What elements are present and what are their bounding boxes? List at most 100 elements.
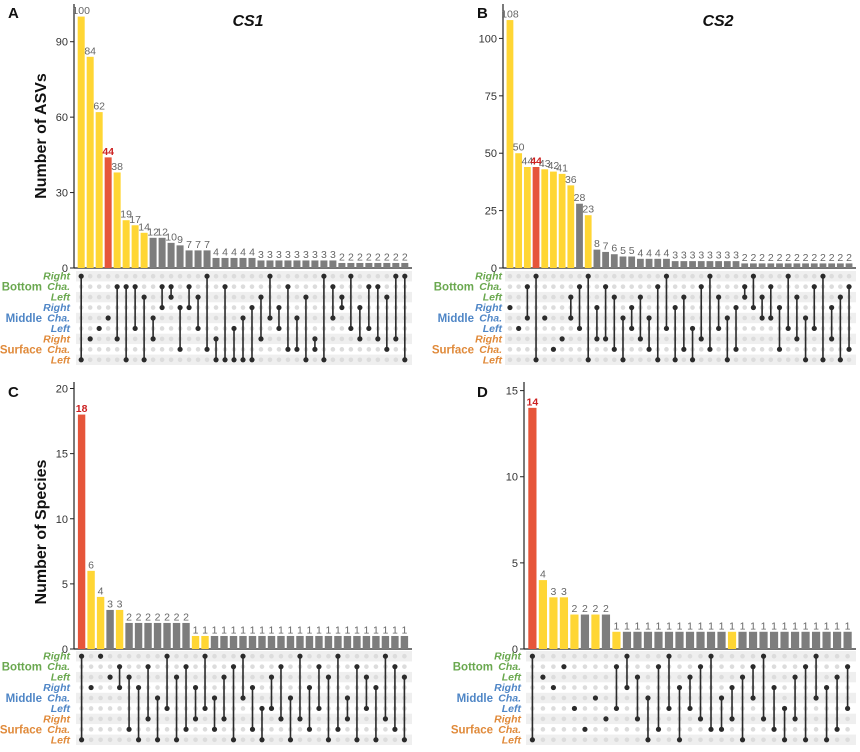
set-label: Left [502,703,522,715]
matrix-dot-off [132,273,138,279]
bar-value-label: 1 [345,624,351,636]
bar-value-label: 1 [392,624,398,636]
bar [633,631,642,649]
matrix-dot-on [141,294,147,300]
matrix-dot-off [603,674,609,680]
matrix-dot-off [392,653,398,659]
matrix-dot-off [542,336,548,342]
matrix-dot-off [221,737,227,743]
matrix-dot-off [794,284,800,289]
matrix-dot-off [561,706,567,711]
y-tick-label: 5 [512,558,518,570]
matrix-dot-off [357,284,363,289]
matrix-dot-on [689,357,696,363]
y-axis-label: Number of ASVs [33,73,50,199]
matrix-dot-off [690,273,695,279]
y-tick-label: 15 [56,449,68,461]
matrix-dot-off [316,653,322,659]
matrix-dot-off [603,737,609,743]
bar [636,258,644,268]
bar-value-label: 2 [375,251,381,263]
matrix-dot-on [663,273,670,279]
matrix-dot-on [303,294,309,300]
matrix-dot-on [811,325,817,332]
bar [515,153,523,268]
bar-value-label: 2 [126,611,132,623]
matrix-dot-off [811,336,817,342]
matrix-dot-off [771,674,777,680]
y-tick-label: 20 [56,384,68,396]
matrix-dot-off [88,653,94,659]
matrix-dot-off [384,357,390,363]
y-tick-label: 90 [56,37,68,49]
matrix-dot-off [174,664,179,669]
matrix-dot-off [540,727,546,732]
matrix-dot-off [373,674,379,680]
matrix-dot-on [312,336,318,342]
bar [230,257,238,268]
bar-value-label: 2 [846,252,852,264]
matrix-dot-off [813,737,819,743]
bar [296,635,304,649]
bar-value-label: 4 [231,246,237,258]
matrix-dot-off [846,357,852,363]
bar-value-label: 6 [611,243,617,255]
matrix-dot-on [164,653,170,659]
bar-value-label: 1 [635,620,641,632]
matrix-dot-off [168,273,174,279]
bar-value-label: 3 [550,586,556,598]
bar-value-label: 84 [84,45,96,57]
matrix-stripe [505,354,856,365]
bar [104,157,112,268]
bar-value-label: 3 [267,249,273,261]
matrix-dot-off [507,315,513,321]
matrix-dot-off [725,305,730,310]
bar [140,232,148,268]
matrix-dot-off [614,716,619,722]
matrix-dot-off [123,273,129,279]
matrix-dot-on [221,674,227,680]
matrix-dot-on [325,737,332,743]
bar [741,263,749,268]
matrix-dot-on [794,294,800,300]
bar-value-label: 2 [155,611,161,623]
set-label: Right [43,271,70,283]
matrix-dot-off [542,284,548,289]
matrix-dot-on [687,674,693,680]
matrix-dot-off [759,284,765,289]
matrix-dot-on [123,284,129,290]
bar [125,622,133,649]
matrix-dot-off [794,357,800,363]
bar [338,262,346,268]
bar-value-label: 2 [145,611,151,623]
matrix-dot-off [126,653,132,659]
bar-value-label: 3 [681,250,687,262]
bar [182,622,190,649]
bar-value-label: 1 [740,620,746,632]
set-label: Right [494,713,521,725]
bar [784,263,792,268]
bar-value-label: 1 [624,620,630,632]
matrix-dot-on [330,315,336,321]
matrix-dot-on [316,664,322,670]
y-tick-label: 25 [485,206,497,218]
matrix-dot-off [716,273,721,279]
matrix-dot-off [186,315,192,321]
matrix-dot-off [620,273,626,279]
bar-value-label: 1 [307,624,313,636]
matrix-dot-on [645,737,651,743]
bar-value-label: 3 [330,249,336,261]
matrix-dot-on [785,325,791,332]
matrix-dot-on [739,674,746,680]
matrix-dot-off [672,284,678,289]
matrix-dot-on [303,357,309,363]
bar [203,250,211,268]
matrix-dot-on [663,325,670,332]
matrix-dot-off [624,716,630,722]
matrix-dot-off [629,357,634,363]
matrix-dot-on [382,716,389,722]
matrix-dot-on [126,726,132,732]
matrix-dot-off [87,273,93,279]
bar [532,166,540,268]
